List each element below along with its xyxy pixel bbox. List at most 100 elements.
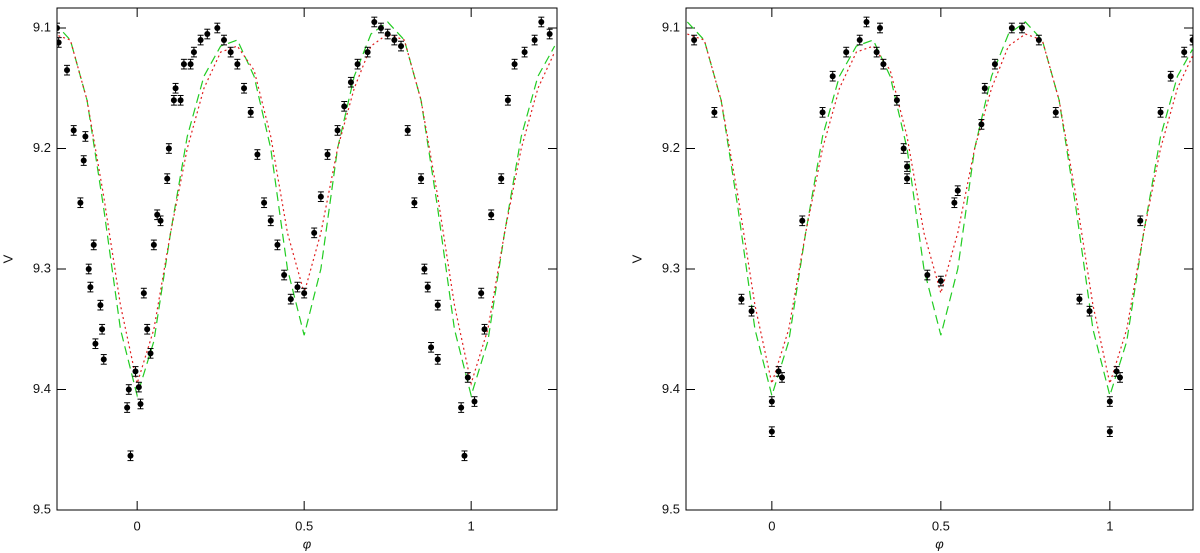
data-point bbox=[863, 18, 870, 25]
data-point bbox=[829, 73, 836, 80]
data-point bbox=[324, 151, 331, 158]
y-tick-label: 9.4 bbox=[33, 381, 51, 396]
x-tick-label: 1 bbox=[1106, 518, 1113, 533]
data-point bbox=[1035, 37, 1042, 44]
y-tick-label: 9.4 bbox=[662, 381, 680, 396]
data-point bbox=[778, 374, 785, 381]
data-point bbox=[125, 386, 132, 393]
data-point bbox=[154, 211, 161, 218]
data-point bbox=[77, 199, 84, 206]
data-point bbox=[172, 85, 179, 92]
data-point bbox=[391, 37, 398, 44]
data-point bbox=[880, 61, 887, 68]
data-point bbox=[165, 145, 172, 152]
plot-area bbox=[57, 16, 556, 462]
data-point bbox=[132, 368, 139, 375]
model-curve bbox=[687, 33, 1193, 386]
data-point bbox=[287, 296, 294, 303]
data-point bbox=[170, 97, 177, 104]
x-tick-label: 0.5 bbox=[932, 518, 950, 533]
data-point bbox=[504, 97, 511, 104]
data-point bbox=[1181, 49, 1188, 56]
data-point bbox=[317, 193, 324, 200]
data-point bbox=[1116, 374, 1123, 381]
y-tick-label: 9.2 bbox=[662, 140, 680, 155]
panel: 9.1 9.2 9.3 9.4 9.5 0 0.5 1 φ V bbox=[629, 7, 1194, 551]
x-axis-label: φ bbox=[935, 536, 944, 551]
data-point bbox=[204, 31, 211, 38]
data-point bbox=[261, 199, 268, 206]
data-point bbox=[418, 175, 425, 182]
data-point bbox=[157, 217, 164, 224]
data-point bbox=[301, 290, 308, 297]
plot-frame bbox=[685, 7, 1194, 511]
data-point bbox=[768, 398, 775, 405]
data-point bbox=[521, 49, 528, 56]
data-point bbox=[937, 278, 944, 285]
data-point bbox=[924, 272, 931, 279]
x-tick-label: 0 bbox=[134, 518, 141, 533]
data-point bbox=[80, 157, 87, 164]
data-point bbox=[893, 97, 900, 104]
data-point bbox=[481, 326, 488, 333]
y-tick-label: 9.1 bbox=[662, 19, 680, 34]
data-point bbox=[843, 49, 850, 56]
data-point bbox=[187, 61, 194, 68]
data-point bbox=[978, 121, 985, 128]
data-point bbox=[147, 350, 154, 357]
data-point bbox=[799, 217, 806, 224]
y-tick-label: 9.2 bbox=[33, 140, 51, 155]
data-point bbox=[768, 428, 775, 435]
error-bar bbox=[57, 22, 60, 34]
data-point bbox=[904, 175, 911, 182]
data-point bbox=[180, 61, 187, 68]
data-point bbox=[99, 326, 106, 333]
data-point bbox=[90, 241, 97, 248]
data-point bbox=[85, 266, 92, 273]
data-point bbox=[82, 133, 89, 140]
data-point bbox=[97, 302, 104, 309]
data-point bbox=[150, 241, 157, 248]
model-curve bbox=[686, 21, 1193, 398]
data-point bbox=[190, 49, 197, 56]
data-point bbox=[1086, 308, 1093, 315]
data-point bbox=[488, 211, 495, 218]
data-point bbox=[334, 127, 341, 134]
data-point bbox=[775, 368, 782, 375]
data-point bbox=[311, 229, 318, 236]
y-axis-label: V bbox=[0, 254, 15, 263]
data-point bbox=[738, 296, 745, 303]
x-tick-label: 0 bbox=[768, 518, 775, 533]
data-point bbox=[347, 79, 354, 86]
data-point bbox=[873, 49, 880, 56]
data-point bbox=[458, 404, 465, 411]
x-tick-label: 1 bbox=[468, 518, 475, 533]
data-point bbox=[877, 25, 884, 32]
data-point bbox=[1106, 428, 1113, 435]
data-point bbox=[1008, 25, 1015, 32]
y-tick-label: 9.3 bbox=[33, 260, 51, 275]
data-point bbox=[711, 109, 718, 116]
data-point bbox=[1113, 368, 1120, 375]
data-point bbox=[197, 37, 204, 44]
data-point bbox=[92, 340, 99, 347]
data-point bbox=[1106, 398, 1113, 405]
data-point bbox=[247, 109, 254, 116]
data-point bbox=[64, 67, 71, 74]
data-point bbox=[411, 199, 418, 206]
data-point bbox=[538, 18, 545, 25]
data-point bbox=[354, 61, 361, 68]
data-point bbox=[221, 37, 228, 44]
data-point bbox=[954, 187, 961, 194]
data-point bbox=[691, 37, 698, 44]
data-point bbox=[57, 25, 60, 32]
data-point bbox=[371, 18, 378, 25]
data-point bbox=[981, 85, 988, 92]
data-point bbox=[164, 175, 171, 182]
data-point bbox=[341, 103, 348, 110]
data-point bbox=[281, 272, 288, 279]
data-point bbox=[57, 39, 62, 46]
model-curve bbox=[57, 21, 556, 398]
data-point bbox=[274, 241, 281, 248]
